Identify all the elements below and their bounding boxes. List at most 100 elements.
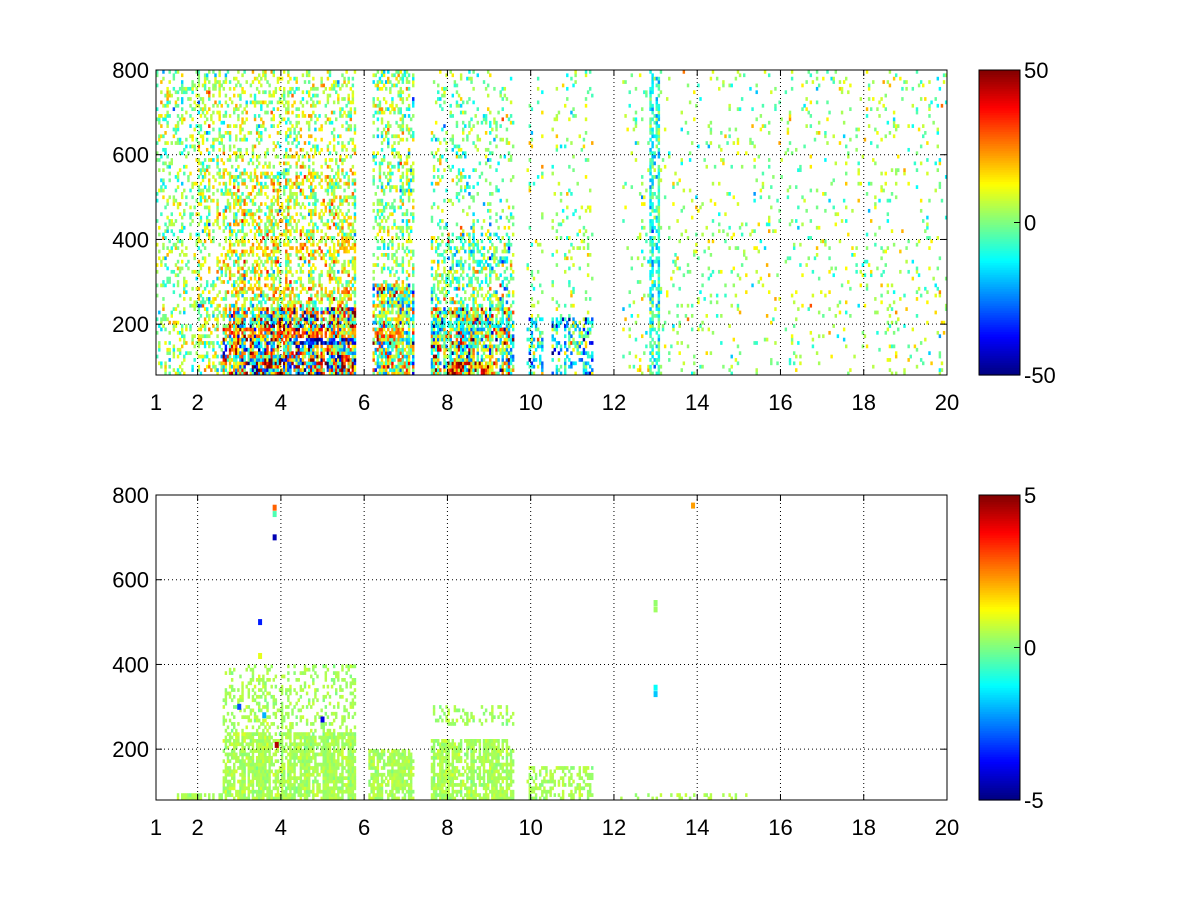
heatmap-cell <box>430 151 434 156</box>
heatmap-cell <box>328 151 332 156</box>
heatmap-cell <box>253 266 257 271</box>
heatmap-cell <box>405 158 409 162</box>
heatmap-cell <box>274 337 278 342</box>
heatmap-cell <box>434 334 438 339</box>
heatmap-cell <box>239 97 242 101</box>
heatmap-cell <box>247 286 251 291</box>
heatmap-cell <box>278 341 282 345</box>
heatmap-cell <box>245 195 248 200</box>
heatmap-cell <box>349 195 353 200</box>
heatmap-cell <box>437 259 440 264</box>
heatmap-cell <box>243 259 246 264</box>
heatmap-cell <box>185 144 188 149</box>
heatmap-cell <box>264 341 267 345</box>
heatmap-cell <box>282 70 286 74</box>
heatmap-cell <box>247 361 251 366</box>
heatmap-cell <box>378 320 382 325</box>
heatmap-cell <box>287 334 290 339</box>
heatmap-cell <box>220 134 223 139</box>
heatmap-cell <box>437 337 440 342</box>
heatmap-cell <box>260 358 263 362</box>
heatmap-cell <box>197 73 201 78</box>
heatmap-cell <box>218 175 221 179</box>
heatmap-cell <box>382 70 386 74</box>
heatmap-cell <box>156 219 159 223</box>
heatmap-cell <box>332 100 336 105</box>
heatmap-cell <box>212 364 215 369</box>
heatmap-cell <box>253 364 257 369</box>
heatmap-cell <box>270 256 273 261</box>
heatmap-cell <box>337 181 340 186</box>
heatmap-cell <box>274 361 278 366</box>
heatmap-cell <box>268 273 271 278</box>
heatmap-cell <box>251 144 255 149</box>
heatmap-cell <box>310 212 313 217</box>
heatmap-cell <box>272 341 275 345</box>
heatmap-cell <box>384 107 388 112</box>
heatmap-cell <box>453 364 457 369</box>
heatmap-cell <box>322 222 325 227</box>
heatmap-cell <box>320 290 323 295</box>
heatmap-cell <box>243 364 246 369</box>
heatmap-cell <box>453 144 457 149</box>
heatmap-cell <box>335 151 338 156</box>
heatmap-cell <box>199 276 203 281</box>
heatmap-cell <box>341 222 344 227</box>
heatmap-cell <box>272 114 275 118</box>
heatmap-cell <box>374 219 377 223</box>
heatmap-cell <box>203 334 207 339</box>
heatmap-cell <box>156 242 159 247</box>
heatmap-cell <box>432 80 436 84</box>
heatmap-cell <box>430 344 434 349</box>
heatmap-cell <box>339 351 342 356</box>
heatmap-cell <box>272 347 275 352</box>
heatmap-cell <box>249 334 253 339</box>
heatmap-cell <box>285 222 288 227</box>
heatmap-cell <box>382 341 386 345</box>
heatmap-cell <box>437 364 440 369</box>
heatmap-cell <box>160 263 163 267</box>
heatmap-cell <box>208 269 211 274</box>
heatmap-cell <box>158 134 161 139</box>
heatmap-cell <box>258 154 261 159</box>
heatmap-cell <box>295 151 298 156</box>
heatmap-cell <box>349 364 353 369</box>
heatmap-cell <box>349 117 353 122</box>
heatmap-cell <box>405 124 409 128</box>
heatmap-cell <box>245 297 248 301</box>
heatmap-cell <box>228 361 232 366</box>
heatmap-cell <box>239 351 242 356</box>
heatmap-cell <box>349 124 353 128</box>
heatmap-cell <box>239 253 242 257</box>
heatmap-cell <box>457 280 461 284</box>
heatmap-cell <box>447 324 450 328</box>
heatmap-cell <box>353 300 357 305</box>
heatmap-cell <box>237 368 240 372</box>
heatmap-cell <box>324 253 328 257</box>
heatmap-cell <box>216 307 219 311</box>
heatmap-cell <box>233 229 236 234</box>
heatmap-cell <box>164 256 167 261</box>
heatmap-cell <box>353 131 357 135</box>
heatmap-cell <box>307 168 311 173</box>
heatmap-cell <box>399 337 402 342</box>
heatmap-cell <box>299 181 303 186</box>
heatmap-cell <box>395 225 398 230</box>
heatmap-cell <box>307 310 311 315</box>
heatmap-cell <box>253 232 257 237</box>
heatmap-cell <box>437 90 440 95</box>
heatmap-cell <box>222 86 226 91</box>
heatmap-cell <box>449 280 452 284</box>
heatmap-cell <box>455 154 459 159</box>
heatmap-cell <box>307 351 311 356</box>
heatmap-cell <box>387 320 390 325</box>
heatmap-cell <box>193 307 196 311</box>
heatmap-cell <box>274 90 278 95</box>
heatmap-cell <box>218 114 221 118</box>
heatmap-cell <box>380 364 384 369</box>
heatmap-cell <box>203 103 207 108</box>
heatmap-cell <box>384 134 388 139</box>
heatmap-cell <box>272 293 275 298</box>
heatmap-cell <box>337 134 340 139</box>
heatmap-cell <box>391 266 394 271</box>
